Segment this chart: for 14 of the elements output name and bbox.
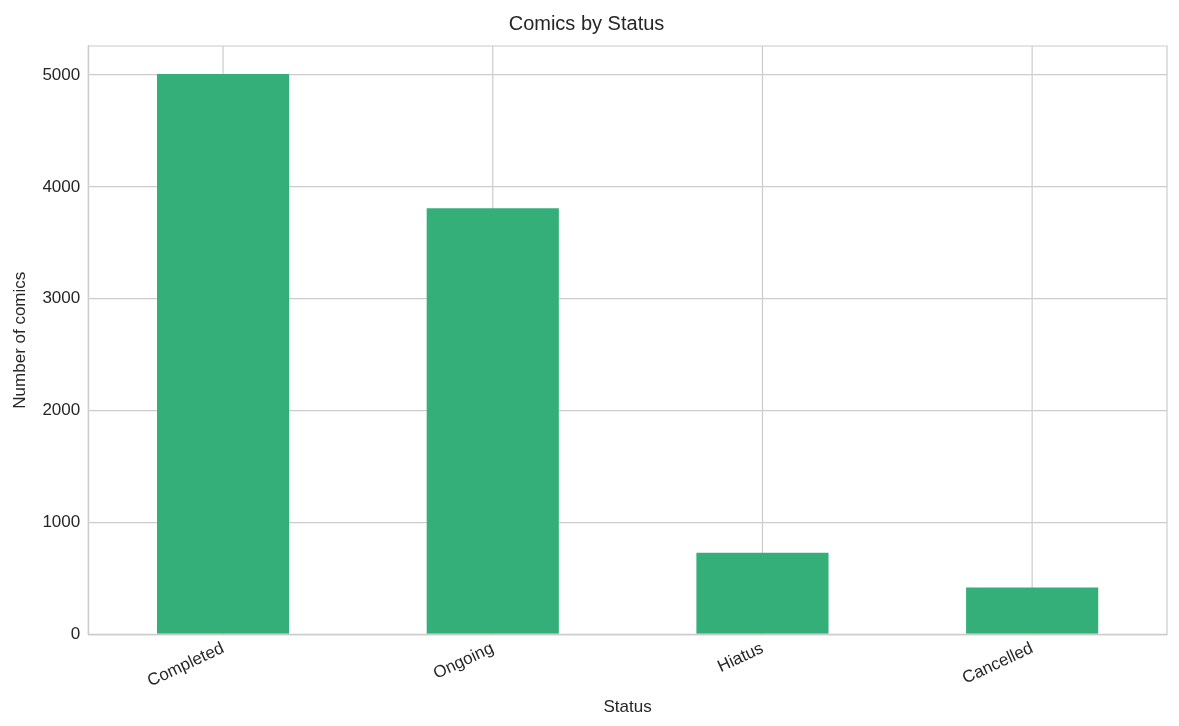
- y-tick-label: 0: [70, 624, 81, 644]
- y-tick-label: 5000: [42, 64, 81, 84]
- x-tick-label: Hiatus: [714, 638, 767, 676]
- y-tick-label: 3000: [42, 288, 81, 308]
- bar: [966, 587, 1099, 634]
- y-tick-label: 4000: [42, 176, 81, 196]
- y-tick-label: 1000: [42, 512, 81, 532]
- chart-title: Comics by Status: [508, 11, 665, 34]
- x-axis-title: Status: [603, 697, 652, 717]
- bar: [156, 73, 290, 634]
- bar: [696, 552, 829, 634]
- y-axis-title: Number of comics: [9, 271, 29, 409]
- y-tick-label: 2000: [42, 400, 81, 420]
- bar: [426, 208, 559, 634]
